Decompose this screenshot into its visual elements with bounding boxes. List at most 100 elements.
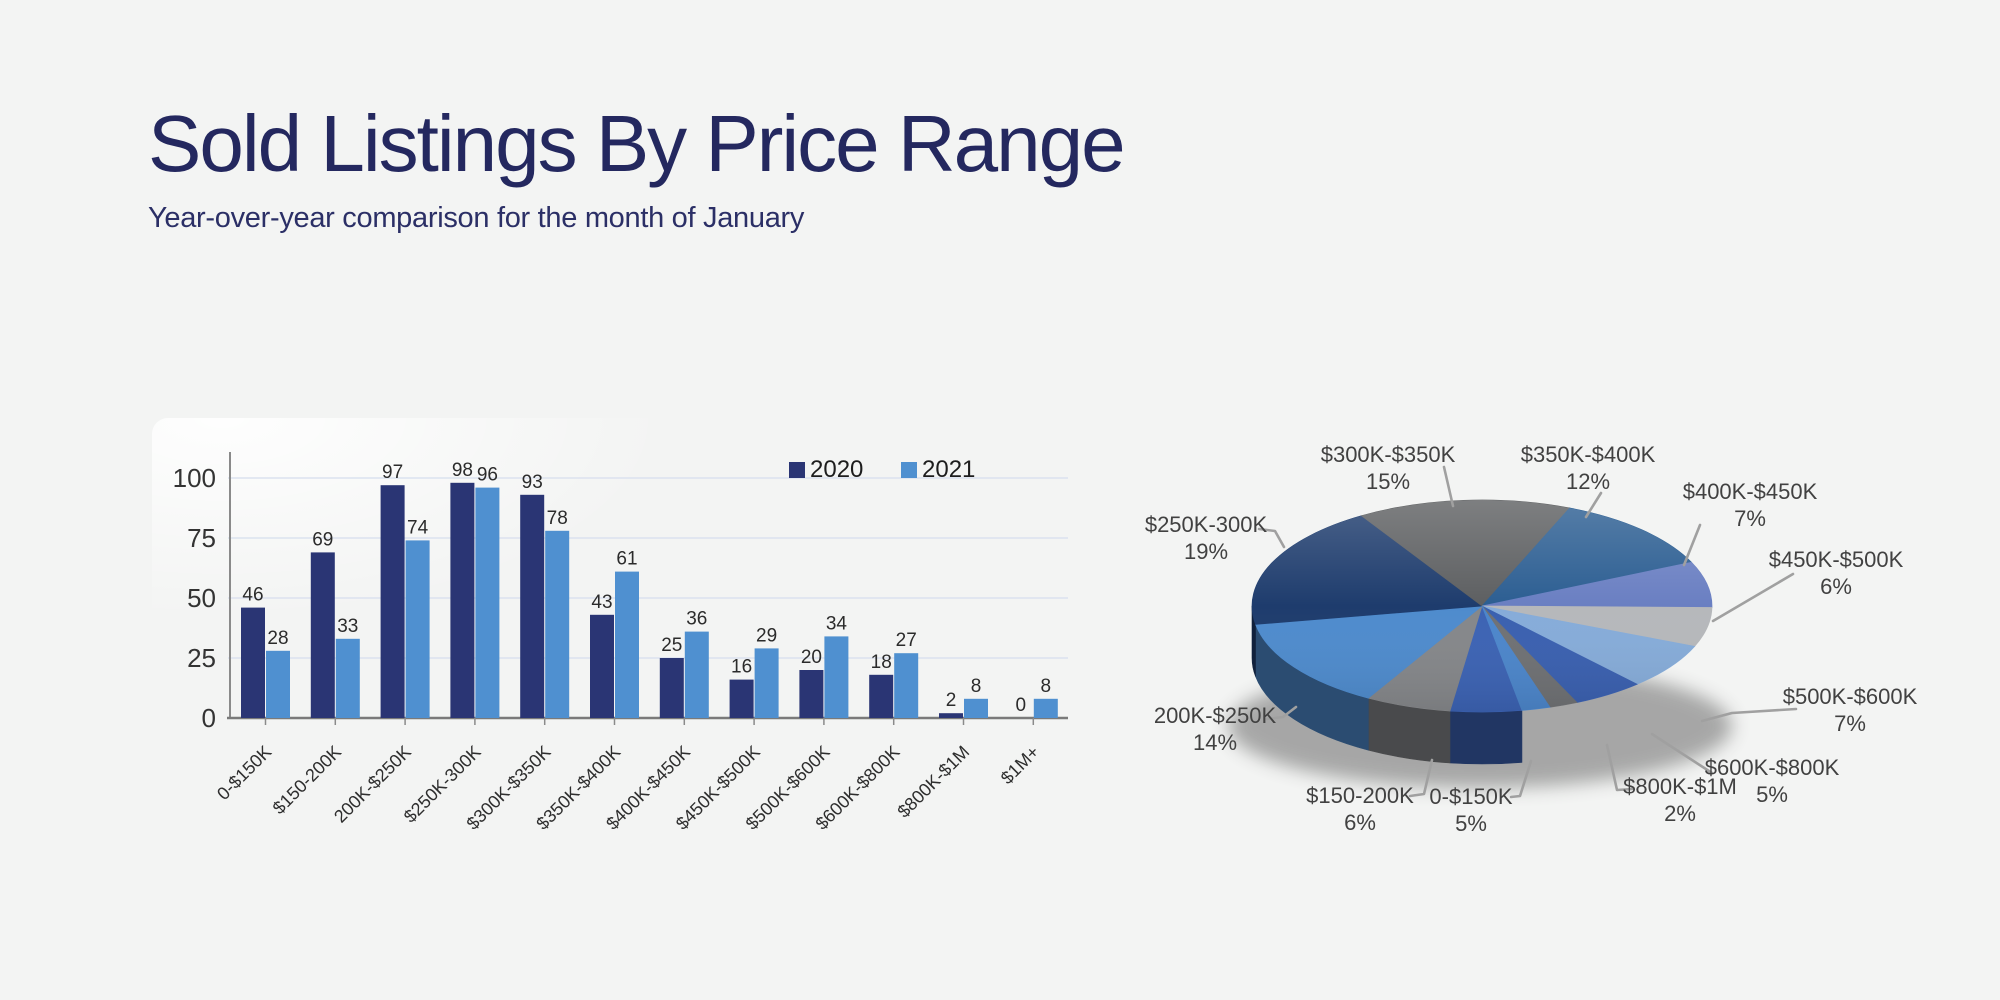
bar-value-label: 20	[801, 647, 822, 668]
pie-label-text: $500K-$600K	[1783, 684, 1918, 709]
y-tick-label: 50	[187, 583, 216, 613]
pie-label-pct: 2%	[1664, 801, 1696, 826]
pie-label-pct: 15%	[1366, 469, 1410, 494]
bar-value-label: 25	[661, 635, 682, 656]
bar-value-label: 27	[896, 630, 917, 651]
pie-leader-line	[1509, 759, 1533, 799]
pie-chart: 0-$150K5%$150-200K6%200K-$250K14%$250K-3…	[1145, 442, 1918, 836]
pie-label-text: $400K-$450K	[1683, 479, 1818, 504]
legend-label-2020: 2020	[810, 456, 863, 483]
pie-leader-line	[1265, 705, 1298, 721]
pie-leader-line	[1584, 491, 1603, 519]
bar-2020-$350K-$400K	[590, 614, 614, 718]
bar-value-label: 8	[971, 676, 982, 697]
x-axis-label: 0-$150K	[213, 742, 275, 804]
pie-leader-line	[1442, 465, 1455, 508]
bar-2021-$500K-$600K	[824, 636, 849, 718]
x-axis-label: $800K-$1M	[893, 742, 973, 822]
pie-leader-line	[1605, 743, 1634, 792]
bar-2020-0-$150K	[241, 607, 265, 718]
pie-leader-line	[1700, 707, 1798, 723]
bar-value-label: 29	[756, 625, 777, 646]
bar-2020-$150-200K	[310, 552, 335, 718]
bar-value-label: 0	[1016, 695, 1027, 716]
bar-chart: 02550751000-$150K4628$150-200K6933200K-$…	[173, 452, 1068, 834]
bar-value-label: 93	[522, 472, 543, 493]
page-title: Sold Listings By Price Range	[148, 99, 1126, 188]
bar-value-label: 18	[871, 652, 892, 673]
pie-label-text: $800K-$1M	[1623, 774, 1737, 799]
bar-2020-$600K-$800K	[869, 674, 894, 718]
bar-value-label: 43	[591, 592, 612, 613]
pie-label-pct: 6%	[1344, 810, 1376, 835]
pie-label-pct: 19%	[1184, 539, 1228, 564]
bar-value-label: 8	[1041, 676, 1052, 697]
bar-2021-$600K-$800K	[894, 653, 919, 718]
bar-2020-$250K-300K	[450, 482, 475, 718]
pie-leader-line	[1682, 523, 1702, 567]
bar-value-label: 61	[616, 549, 637, 570]
pie-label-pct: 14%	[1193, 730, 1237, 755]
pie-label-text: $350K-$400K	[1521, 442, 1656, 467]
pie-label-text: 0-$150K	[1429, 784, 1513, 809]
pie-label-pct: 7%	[1834, 711, 1866, 736]
pie-label-pct: 7%	[1734, 506, 1766, 531]
bar-2020-$500K-$600K	[799, 670, 824, 718]
page-header: Sold Listings By Price Range Year-over-y…	[148, 99, 1126, 235]
x-axis-label: $150-200K	[269, 742, 345, 818]
pie-wall-0-$150K	[1449, 710, 1523, 765]
pie-leader-line	[1257, 527, 1286, 549]
bar-value-label: 69	[312, 529, 333, 550]
pie-label-pct: 5%	[1756, 782, 1788, 807]
pie-label-text: $450K-$500K	[1769, 547, 1904, 572]
pie-leader-line	[1650, 732, 1714, 775]
bar-2020-$800K-$1M	[939, 713, 963, 718]
bar-value-label: 28	[267, 628, 288, 649]
bar-2021-$800K-$1M	[964, 698, 988, 718]
bar-value-label: 2	[946, 690, 957, 711]
bar-value-label: 96	[477, 465, 498, 486]
legend-swatch-2020	[789, 462, 805, 478]
bar-value-label: 46	[242, 585, 263, 606]
bar-2021-$450K-$500K	[754, 648, 779, 718]
pie-label-pct: 5%	[1455, 811, 1487, 836]
bar-value-label: 33	[337, 616, 358, 637]
pie-label-pct: 6%	[1820, 574, 1852, 599]
pie-leader-line	[1711, 572, 1795, 623]
legend-label-2021: 2021	[922, 456, 975, 483]
pie-label-text: 200K-$250K	[1154, 703, 1277, 728]
bar-2021-$400K-$450K	[684, 631, 709, 718]
legend-swatch-2021	[901, 462, 917, 478]
bar-2020-$300K-$350K	[520, 494, 545, 718]
bar-value-label: 16	[731, 657, 752, 678]
y-tick-label: 75	[187, 523, 216, 553]
pie-label-text: $300K-$350K	[1321, 442, 1456, 467]
pie-label-text: $150-200K	[1306, 783, 1414, 808]
bar-2021-$300K-$350K	[545, 530, 570, 718]
y-tick-label: 0	[202, 703, 216, 733]
bar-2021-200K-$250K	[405, 540, 430, 718]
y-tick-label: 100	[173, 463, 216, 493]
bar-value-label: 78	[547, 508, 568, 529]
pie-label-$800K-$1M: $800K-$1M2%	[1623, 774, 1737, 826]
x-axis-label: $1M+	[997, 742, 1043, 788]
bar-2020-$450K-$500K	[729, 679, 754, 718]
pie-label-pct: 12%	[1566, 469, 1610, 494]
bar-2021-$250K-300K	[475, 487, 500, 718]
pie-label-text: $600K-$800K	[1705, 755, 1840, 780]
pie-leader-line	[1408, 758, 1434, 798]
bar-2020-200K-$250K	[380, 485, 405, 718]
bar-chart-legend: 2020 2021	[789, 456, 975, 483]
bar-2020-$400K-$450K	[659, 658, 684, 718]
